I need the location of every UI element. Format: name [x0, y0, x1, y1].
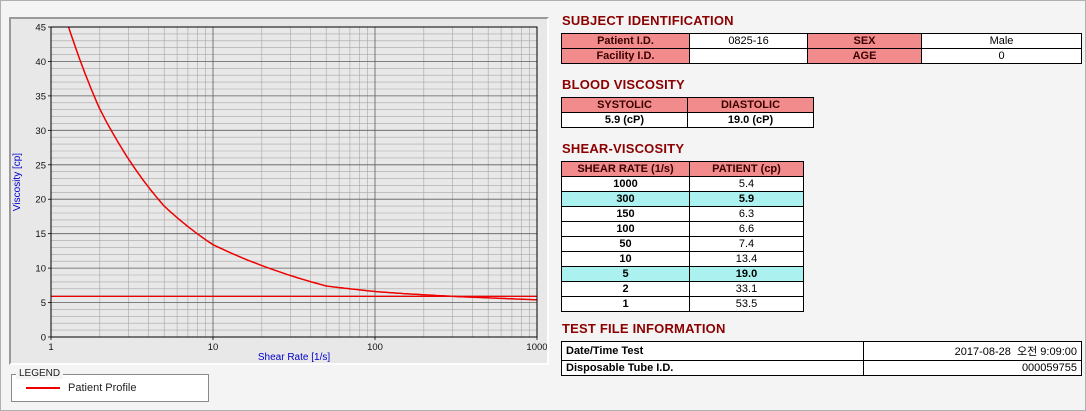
table-row: Disposable Tube I.D. 000059755: [561, 360, 1082, 376]
report-details-panel: SUBJECT IDENTIFICATION Patient I.D. 0825…: [561, 13, 1082, 376]
table-row: SHEAR RATE (1/s) PATIENT (cp): [561, 161, 804, 177]
patient-viscosity-cell: 6.3: [689, 206, 804, 222]
systolic-value: 5.9 (cP): [561, 112, 688, 128]
disposable-tube-id-label: Disposable Tube I.D.: [561, 360, 864, 376]
y-tick-label: 35: [35, 91, 46, 102]
shear-row: 300 5.9: [561, 191, 804, 207]
facility-id-label: Facility I.D.: [561, 48, 690, 64]
x-tick-label: 1: [48, 342, 53, 353]
disposable-tube-id-value: 000059755: [863, 360, 1082, 376]
table-row: SYSTOLIC DIASTOLIC: [561, 97, 814, 113]
shear-rate-cell: 50: [561, 236, 690, 252]
x-tick-label: 10: [208, 342, 219, 353]
shear-row: 5 19.0: [561, 266, 804, 282]
viscosity-chart-panel: 0 5 10 15 20 25 30 35 40 45 1 10 100 1000 Shear Rate […: [9, 17, 549, 365]
shear-rate-cell: 2: [561, 281, 690, 297]
table-row: Date/Time Test 2017-08-28 오전 9:09:00: [561, 341, 1082, 361]
patient-viscosity-cell: 33.1: [689, 281, 804, 297]
grid-minor: [51, 27, 537, 337]
patient-viscosity-cell: 5.4: [689, 176, 804, 192]
shear-row: 10 13.4: [561, 251, 804, 267]
patient-profile-curve: [67, 27, 537, 301]
patient-viscosity-cell: 6.6: [689, 221, 804, 237]
y-axis-title: Viscosity [cp]: [12, 153, 23, 211]
blood-viscosity-table: SYSTOLIC DIASTOLIC 5.9 (cP) 19.0 (cP): [561, 97, 814, 128]
patient-viscosity-cell: 13.4: [689, 251, 804, 267]
plot-frame: [50, 26, 538, 338]
legend-title: LEGEND: [16, 368, 64, 379]
patient-viscosity-cell: 5.9: [689, 191, 804, 207]
chart-legend: LEGEND Patient Profile: [11, 368, 209, 404]
y-tick-label: 25: [35, 160, 46, 171]
patient-viscosity-cell: 19.0: [689, 266, 804, 282]
patient-header: PATIENT (cp): [689, 161, 804, 177]
patient-profile-line-swatch: [26, 387, 60, 389]
y-tick-label: 30: [35, 126, 46, 137]
shear-rate-cell: 150: [561, 206, 690, 222]
diastolic-header: DIASTOLIC: [687, 97, 814, 113]
sex-label: SEX: [807, 33, 922, 49]
date-time-test-label: Date/Time Test: [561, 341, 864, 361]
y-tick-label: 20: [35, 195, 46, 206]
legend-series-label: Patient Profile: [68, 382, 137, 394]
diastolic-value: 19.0 (cP): [687, 112, 814, 128]
x-axis-title: Shear Rate [1/s]: [258, 352, 330, 363]
shear-rate-cell: 1000: [561, 176, 690, 192]
patient-viscosity-cell: 53.5: [689, 296, 804, 312]
y-tick-label: 15: [35, 229, 46, 240]
shear-rate-cell: 5: [561, 266, 690, 282]
shear-row: 150 6.3: [561, 206, 804, 222]
table-row: Facility I.D. AGE 0: [561, 48, 1082, 64]
shear-row: 100 6.6: [561, 221, 804, 237]
test-file-information-table: Date/Time Test 2017-08-28 오전 9:09:00 Dis…: [561, 341, 1082, 376]
shear-row: 50 7.4: [561, 236, 804, 252]
shear-rate-cell: 1: [561, 296, 690, 312]
grid-major: [50, 26, 538, 338]
sex-value: Male: [921, 33, 1082, 49]
age-value: 0: [921, 48, 1082, 64]
facility-id-value: [689, 48, 808, 64]
table-row: Patient I.D. 0825-16 SEX Male: [561, 33, 1082, 49]
age-label: AGE: [807, 48, 922, 64]
table-row: 5.9 (cP) 19.0 (cP): [561, 112, 814, 128]
y-tick-label: 5: [41, 298, 46, 309]
y-tick-label: 40: [35, 57, 46, 68]
shear-viscosity-table: SHEAR RATE (1/s) PATIENT (cp) 1000 5.4 300…: [561, 161, 804, 312]
subject-identification-table: Patient I.D. 0825-16 SEX Male Facility I…: [561, 33, 1082, 64]
x-tick-label: 1000: [526, 342, 547, 353]
patient-id-value: 0825-16: [689, 33, 808, 49]
shear-rate-cell: 10: [561, 251, 690, 267]
systolic-header: SYSTOLIC: [561, 97, 688, 113]
viscosity-chart: 0 5 10 15 20 25 30 35 40 45 1 10 100 1000 Shear Rate […: [12, 23, 547, 364]
y-tick-label: 0: [41, 333, 46, 344]
shear-rate-header: SHEAR RATE (1/s): [561, 161, 690, 177]
patient-id-label: Patient I.D.: [561, 33, 690, 49]
date-time-test-value: 2017-08-28 오전 9:09:00: [863, 341, 1082, 361]
x-tick-label: 100: [367, 342, 383, 353]
shear-rate-cell: 100: [561, 221, 690, 237]
shear-rate-cell: 300: [561, 191, 690, 207]
blood-viscosity-title: BLOOD VISCOSITY: [562, 77, 685, 92]
subject-identification-title: SUBJECT IDENTIFICATION: [562, 13, 734, 28]
test-file-information-title: TEST FILE INFORMATION: [562, 321, 726, 336]
shear-row: 2 33.1: [561, 281, 804, 297]
shear-row: 1000 5.4: [561, 176, 804, 192]
y-tick-label: 45: [35, 23, 46, 34]
shear-row: 1 53.5: [561, 296, 804, 312]
y-tick-label: 10: [35, 264, 46, 275]
patient-viscosity-cell: 7.4: [689, 236, 804, 252]
shear-viscosity-title: SHEAR-VISCOSITY: [562, 141, 685, 156]
